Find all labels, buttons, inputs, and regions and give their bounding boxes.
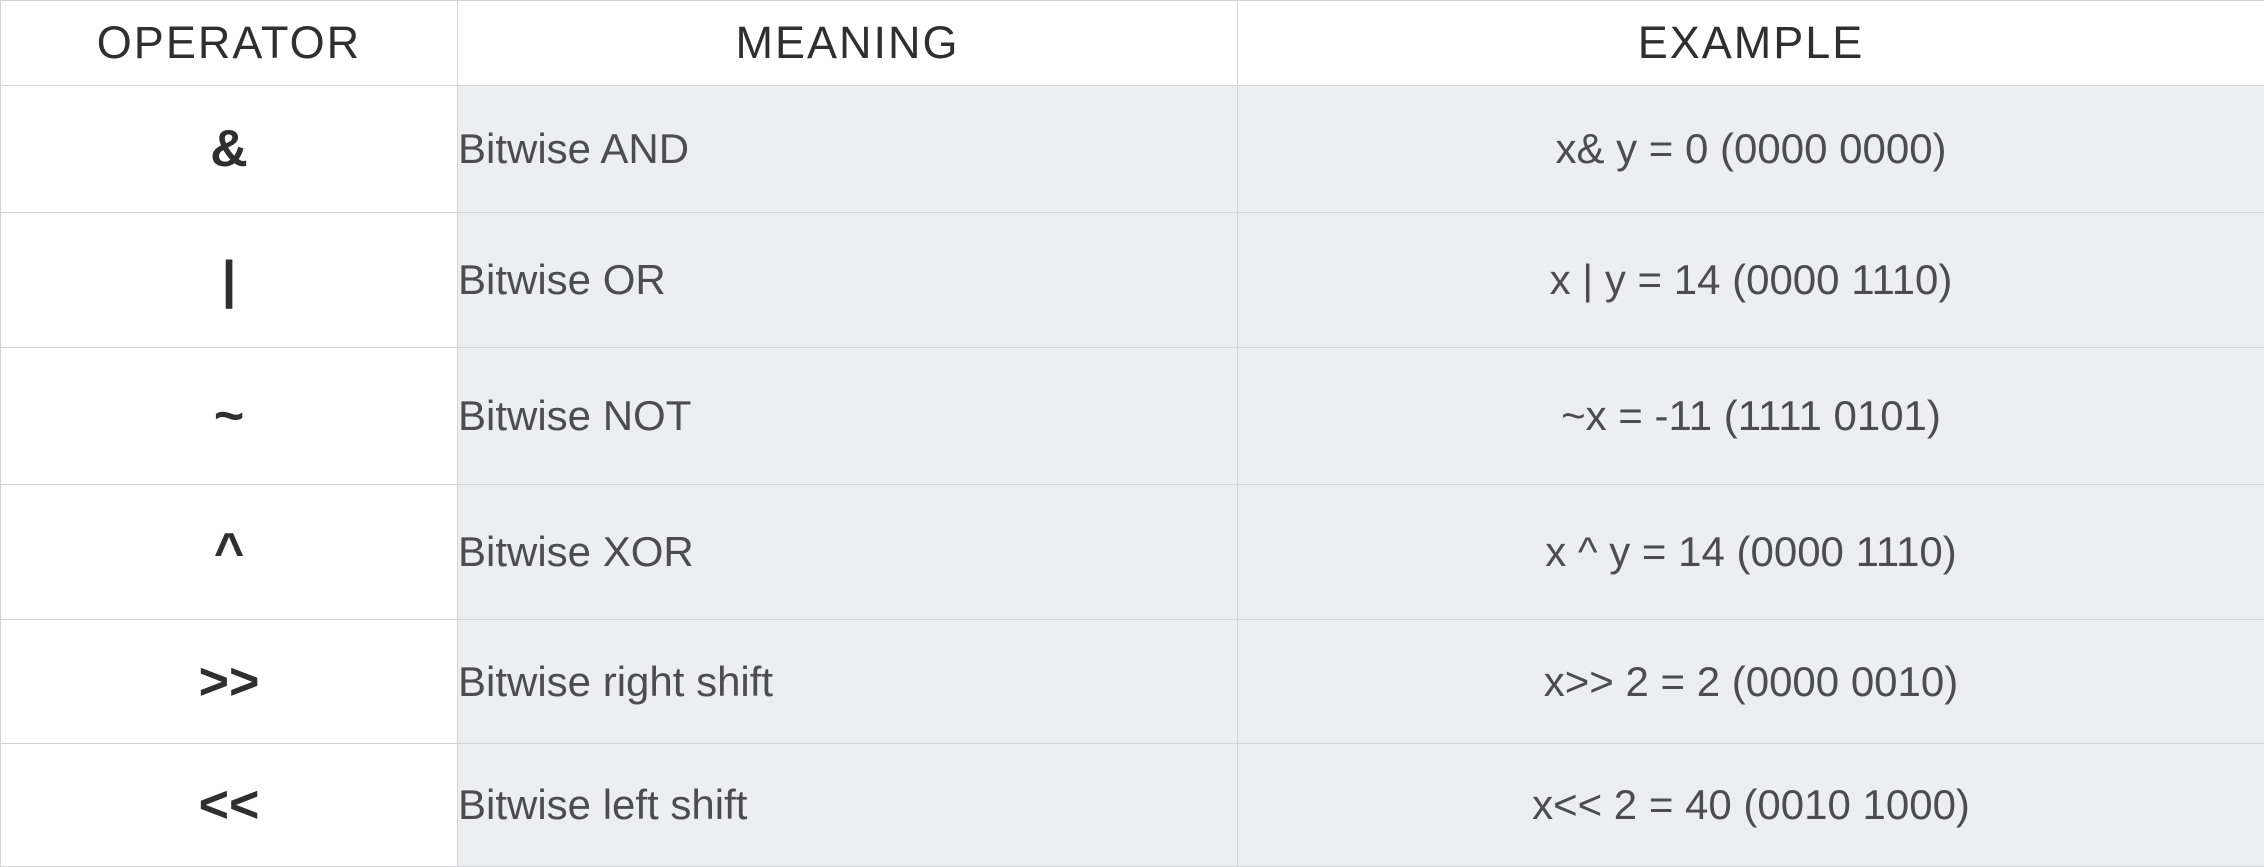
meaning-cell: Bitwise XOR — [458, 485, 1238, 620]
meaning-cell: Bitwise NOT — [458, 348, 1238, 485]
meaning-cell: Bitwise left shift — [458, 744, 1238, 867]
meaning-cell: Bitwise right shift — [458, 620, 1238, 744]
table-row: ^ Bitwise XOR x ^ y = 14 (0000 1110) — [1, 485, 2264, 620]
header-row: OPERATOR MEANING EXAMPLE — [1, 1, 2264, 86]
example-cell: ~x = -11 (1111 0101) — [1238, 348, 2264, 485]
meaning-cell: Bitwise OR — [458, 213, 1238, 348]
table-header: OPERATOR MEANING EXAMPLE — [1, 1, 2264, 86]
example-cell: x>> 2 = 2 (0000 0010) — [1238, 620, 2264, 744]
table-row: ~ Bitwise NOT ~x = -11 (1111 0101) — [1, 348, 2264, 485]
table-row: << Bitwise left shift x<< 2 = 40 (0010 1… — [1, 744, 2264, 867]
table-row: | Bitwise OR x | y = 14 (0000 1110) — [1, 213, 2264, 348]
operator-cell: ~ — [1, 348, 458, 485]
example-cell: x ^ y = 14 (0000 1110) — [1238, 485, 2264, 620]
table-row: & Bitwise AND x& y = 0 (0000 0000) — [1, 86, 2264, 213]
meaning-cell: Bitwise AND — [458, 86, 1238, 213]
table-body: & Bitwise AND x& y = 0 (0000 0000) | Bit… — [1, 86, 2264, 867]
table-row: >> Bitwise right shift x>> 2 = 2 (0000 0… — [1, 620, 2264, 744]
header-operator: OPERATOR — [1, 1, 458, 86]
operator-cell: | — [1, 213, 458, 348]
header-meaning: MEANING — [458, 1, 1238, 86]
operator-cell: ^ — [1, 485, 458, 620]
example-cell: x<< 2 = 40 (0010 1000) — [1238, 744, 2264, 867]
operator-cell: >> — [1, 620, 458, 744]
header-example: EXAMPLE — [1238, 1, 2264, 86]
example-cell: x | y = 14 (0000 1110) — [1238, 213, 2264, 348]
example-cell: x& y = 0 (0000 0000) — [1238, 86, 2264, 213]
operator-cell: & — [1, 86, 458, 213]
operator-cell: << — [1, 744, 458, 867]
